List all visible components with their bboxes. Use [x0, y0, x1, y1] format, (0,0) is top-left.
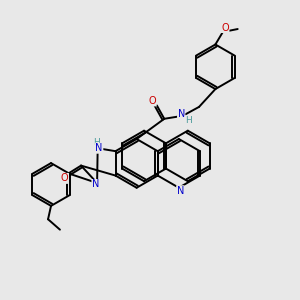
Text: O: O [221, 22, 229, 32]
Text: N: N [177, 186, 184, 196]
Text: N: N [92, 179, 99, 190]
Text: H: H [93, 138, 100, 147]
Text: O: O [61, 173, 68, 183]
Text: H: H [185, 116, 191, 125]
Text: O: O [148, 96, 156, 106]
Text: N: N [178, 109, 185, 119]
Text: N: N [95, 143, 103, 153]
